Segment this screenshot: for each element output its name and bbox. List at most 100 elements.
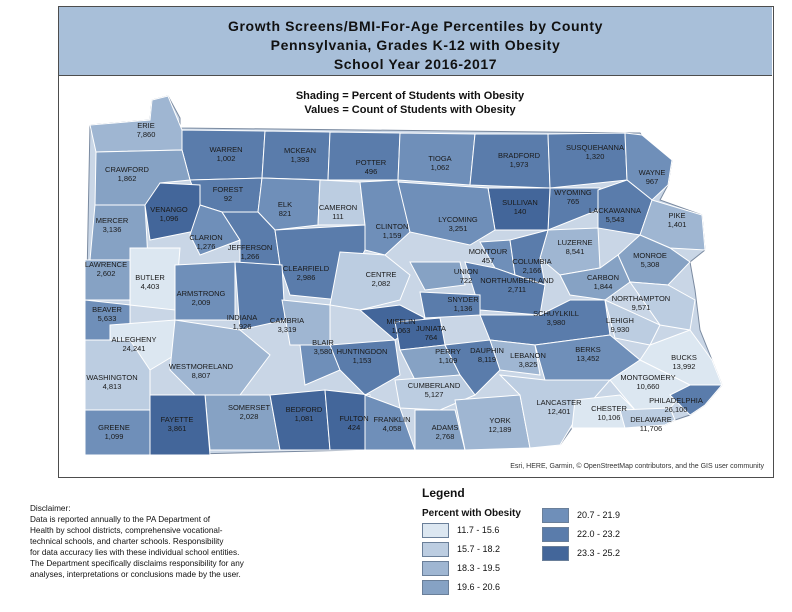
county-name-monroe: MONROE bbox=[633, 251, 667, 260]
county-value-philadelphia: 26,100 bbox=[665, 405, 688, 414]
county-value-franklin: 4,058 bbox=[383, 424, 402, 433]
county-value-crawford: 1,862 bbox=[118, 174, 137, 183]
county-indiana bbox=[234, 261, 286, 331]
county-name-clearfield: CLEARFIELD bbox=[283, 264, 330, 273]
county-name-beaver: BEAVER bbox=[92, 305, 122, 314]
legend-label: 22.0 - 23.2 bbox=[577, 529, 621, 539]
county-union bbox=[409, 261, 466, 291]
county-lancaster bbox=[498, 374, 612, 449]
county-name-jefferson: JEFFERSON bbox=[228, 243, 273, 252]
county-value-somerset: 2,028 bbox=[240, 412, 259, 421]
county-name-lancaster: LANCASTER bbox=[536, 398, 582, 407]
county-delaware bbox=[619, 407, 676, 429]
map-title-line-3: School Year 2016-2017 bbox=[333, 56, 498, 72]
county-value-indiana: 1,926 bbox=[233, 322, 252, 331]
county-name-susquehanna: SUSQUEHANNA bbox=[566, 143, 624, 152]
county-name-montgomery: MONTGOMERY bbox=[620, 373, 675, 382]
county-value-fayette: 3,861 bbox=[168, 424, 187, 433]
legend-item: 23.3 - 25.2 bbox=[542, 545, 621, 561]
map-title-line-1: Growth Screens/BMI-For-Age Percentiles b… bbox=[228, 18, 603, 34]
legend-item: 20.7 - 21.9 bbox=[542, 507, 620, 523]
county-value-clarion: 1,276 bbox=[197, 242, 216, 251]
county-value-sullivan: 140 bbox=[514, 207, 527, 216]
county-name-lebanon: LEBANON bbox=[510, 351, 546, 360]
county-value-snyder: 1,136 bbox=[454, 304, 473, 313]
county-name-elk: ELK bbox=[278, 200, 292, 209]
county-value-beaver: 5,633 bbox=[98, 314, 117, 323]
legend-label: 11.7 - 15.6 bbox=[457, 525, 500, 535]
county-name-columbia: COLUMBIA bbox=[512, 257, 551, 266]
county-value-lackawanna: 5,543 bbox=[606, 215, 625, 224]
county-name-lycoming: LYCOMING bbox=[438, 215, 478, 224]
county-name-northumberland: NORTHUMBERLAND bbox=[480, 276, 554, 285]
county-value-lebanon: 3,825 bbox=[519, 360, 538, 369]
county-name-cumberland: CUMBERLAND bbox=[408, 381, 461, 390]
county-value-adams: 2,768 bbox=[436, 432, 455, 441]
county-name-juniata: JUNIATA bbox=[416, 324, 446, 333]
legend-label: 23.3 - 25.2 bbox=[577, 548, 621, 558]
county-name-huntingdon: HUNTINGDON bbox=[337, 347, 388, 356]
county-value-westmoreland: 8,807 bbox=[192, 371, 211, 380]
county-value-perry: 1,109 bbox=[439, 356, 458, 365]
county-value-delaware: 11,706 bbox=[640, 424, 662, 433]
county-value-erie: 7,860 bbox=[137, 130, 156, 139]
county-value-warren: 1,002 bbox=[217, 154, 236, 163]
county-name-schuylkill: SCHUYLKILL bbox=[533, 309, 579, 318]
county-value-mifflin: 1,063 bbox=[392, 326, 411, 335]
county-value-greene: 1,099 bbox=[105, 432, 124, 441]
county-value-monroe: 5,308 bbox=[641, 260, 660, 269]
county-value-berks: 13,452 bbox=[577, 354, 600, 363]
county-value-montour: 457 bbox=[482, 256, 495, 265]
county-value-venango: 1,096 bbox=[160, 214, 179, 223]
county-name-mckean: MCKEAN bbox=[284, 146, 316, 155]
values-note: Values = Count of Students with Obesity bbox=[304, 104, 516, 116]
shading-note: Shading = Percent of Students with Obesi… bbox=[295, 90, 525, 102]
county-name-bucks: BUCKS bbox=[671, 353, 697, 362]
county-value-susquehanna: 1,320 bbox=[586, 152, 605, 161]
county-value-schuylkill: 3,980 bbox=[547, 318, 566, 327]
county-value-luzerne: 8,541 bbox=[566, 247, 585, 256]
county-value-bradford: 1,973 bbox=[510, 160, 529, 169]
legend-title: Legend bbox=[422, 486, 465, 500]
map-attribution: Esri, HERE, Garmin, © OpenStreetMap cont… bbox=[510, 463, 764, 470]
legend-item: 18.3 - 19.5 bbox=[422, 560, 500, 576]
county-value-forest: 92 bbox=[224, 194, 232, 203]
county-name-centre: CENTRE bbox=[366, 270, 397, 279]
county-lebanon bbox=[489, 339, 541, 376]
county-name-mifflin: MIFFLIN bbox=[386, 317, 415, 326]
county-name-northampton: NORTHAMPTON bbox=[612, 294, 670, 303]
county-value-jefferson: 1,266 bbox=[241, 252, 260, 261]
county-columbia bbox=[509, 229, 549, 286]
county-value-butler: 4,403 bbox=[141, 282, 160, 291]
county-erie bbox=[89, 95, 183, 153]
county-name-chester: CHESTER bbox=[591, 404, 627, 413]
county-name-westmoreland: WESTMORELAND bbox=[169, 362, 234, 371]
county-name-washington: WASHINGTON bbox=[86, 373, 137, 382]
county-value-montgomery: 10,660 bbox=[637, 382, 660, 391]
legend-item: 11.7 - 15.6 bbox=[422, 522, 500, 538]
county-name-butler: BUTLER bbox=[135, 273, 165, 282]
county-name-crawford: CRAWFORD bbox=[105, 165, 149, 174]
county-name-lackawanna: LACKAWANNA bbox=[589, 206, 641, 215]
county-name-delaware: DELAWARE bbox=[630, 415, 672, 424]
legend-swatch bbox=[542, 545, 569, 561]
county-name-philadelphia: PHILADELPHIA bbox=[649, 396, 703, 405]
county-mifflin bbox=[358, 304, 426, 341]
county-value-clinton: 1,159 bbox=[383, 231, 402, 240]
legend-swatch bbox=[542, 507, 569, 523]
county-huntingdon bbox=[329, 339, 401, 396]
county-name-perry: PERRY bbox=[435, 347, 461, 356]
county-value-fulton: 424 bbox=[348, 423, 361, 432]
county-name-tioga: TIOGA bbox=[428, 154, 451, 163]
county-name-snyder: SNYDER bbox=[447, 295, 479, 304]
county-value-cumberland: 5,127 bbox=[425, 390, 444, 399]
disclaimer-text: Disclaimer: Data is reported annually to… bbox=[30, 504, 244, 579]
map-title-line-2: Pennsylvania, Grades K-12 with Obesity bbox=[270, 37, 561, 53]
county-value-cambria: 3,319 bbox=[278, 325, 297, 334]
county-value-dauphin: 8,119 bbox=[478, 355, 496, 364]
county-value-pike: 1,401 bbox=[668, 220, 687, 229]
county-value-mercer: 3,136 bbox=[103, 225, 122, 234]
county-value-elk: 821 bbox=[279, 209, 292, 218]
county-value-york: 12,189 bbox=[489, 425, 512, 434]
